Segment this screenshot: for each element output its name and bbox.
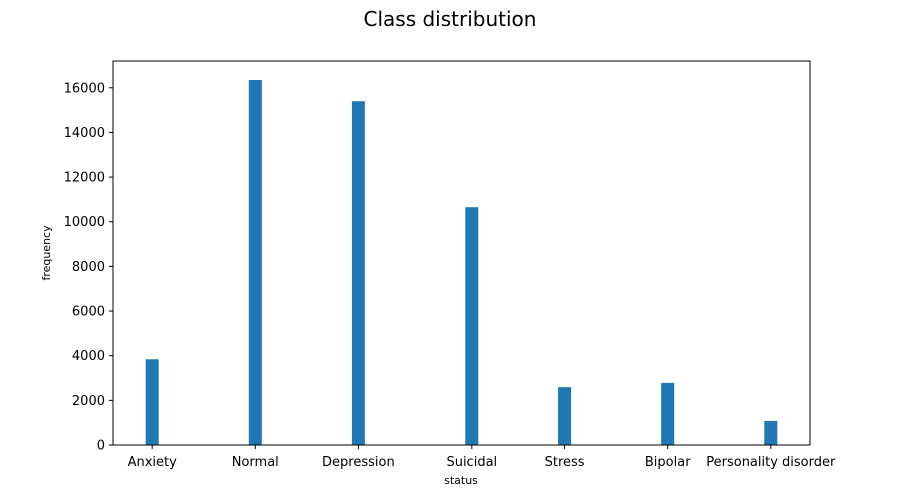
x-tick-label: Normal: [232, 455, 279, 470]
x-tick-label: Personality disorder: [706, 455, 836, 470]
x-tick-label: Anxiety: [128, 455, 178, 470]
bar-depression: [351, 101, 365, 445]
bar-personality-disorder: [764, 420, 778, 445]
chart-title: Class distribution: [364, 7, 537, 31]
y-tick-label: 0: [97, 439, 105, 454]
x-tick-label: Suicidal: [446, 455, 497, 470]
bar-anxiety: [145, 359, 159, 445]
y-tick-label: 8000: [72, 260, 105, 275]
bar-suicidal: [465, 207, 479, 445]
bar-normal: [248, 80, 262, 445]
y-axis-label: frequency: [40, 225, 53, 281]
y-tick-label: 16000: [64, 81, 105, 96]
bar-stress: [558, 387, 572, 445]
y-tick-label: 12000: [64, 171, 105, 186]
x-tick-label: Stress: [545, 455, 585, 470]
y-tick-label: 6000: [72, 305, 105, 320]
x-tick-label: Depression: [322, 455, 395, 470]
x-tick-label: Bipolar: [645, 455, 691, 470]
x-axis-ticks: Anxiety Normal Depression Suicidal Stress Bip…: [128, 445, 836, 470]
x-axis-label: status: [444, 474, 478, 487]
y-tick-label: 10000: [64, 215, 105, 230]
y-axis-ticks: 0 2000 4000 6000 8000 10000 12000 14000 16000: [64, 81, 113, 454]
bar-bipolar: [661, 382, 675, 445]
bars-group: [145, 80, 778, 445]
y-tick-label: 14000: [64, 126, 105, 141]
y-tick-label: 2000: [72, 394, 105, 409]
plot-frame: [112, 60, 811, 446]
y-tick-label: 4000: [72, 349, 105, 364]
